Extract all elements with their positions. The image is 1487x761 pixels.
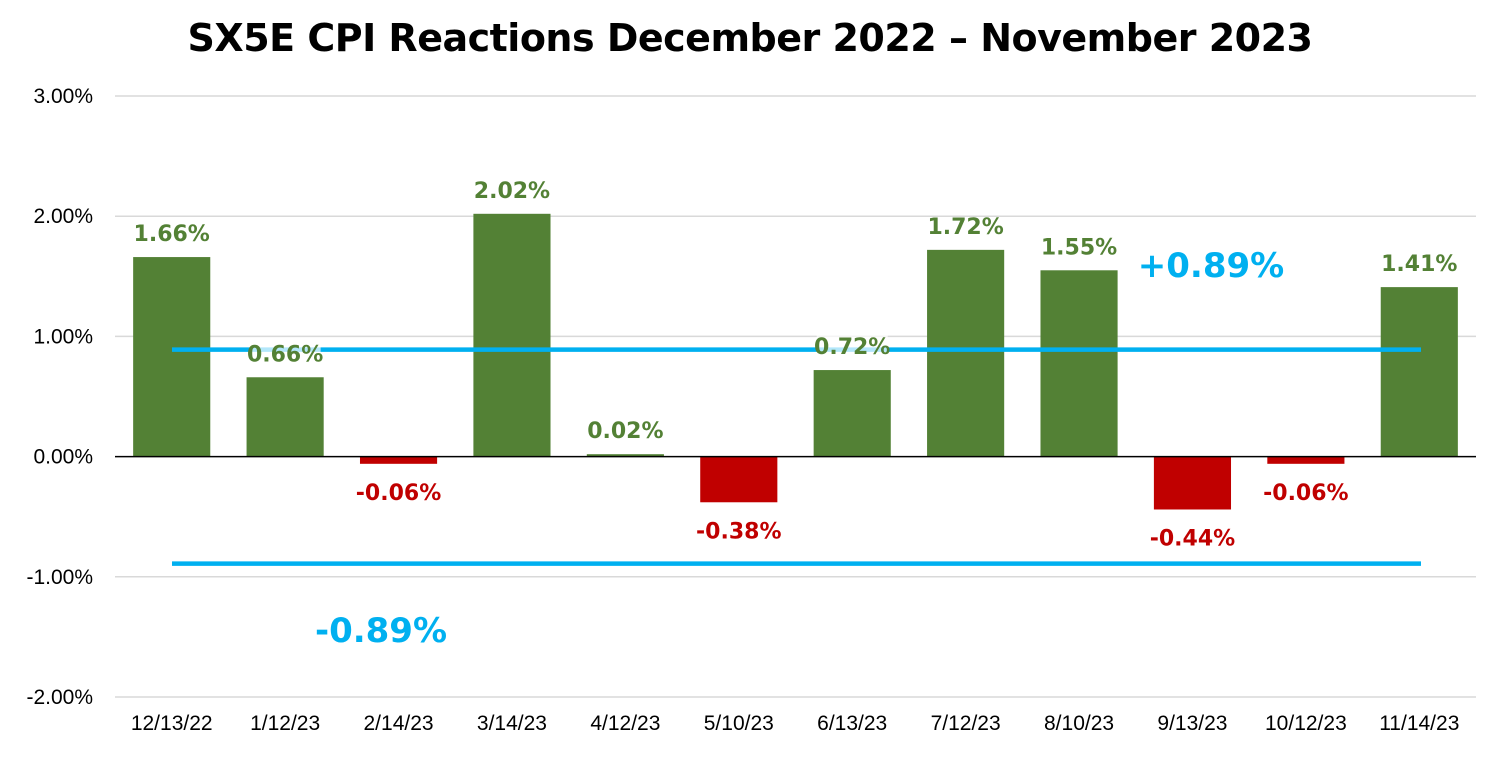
- bar: [1040, 270, 1118, 457]
- y-tick-label: 1.00%: [33, 325, 93, 348]
- data-label: 1.66%: [134, 222, 210, 247]
- data-label: 2.02%: [474, 179, 550, 204]
- y-tick-label: 2.00%: [33, 205, 93, 228]
- bar: [927, 249, 1005, 457]
- x-tick-label: 7/12/23: [931, 712, 1001, 735]
- y-tick-label: -2.00%: [26, 686, 93, 709]
- upper-band-label: +0.89%: [1138, 246, 1284, 286]
- reference-lines: [172, 347, 1421, 566]
- x-tick-label: 8/10/23: [1044, 712, 1114, 735]
- x-tick-label: 9/13/23: [1157, 712, 1227, 735]
- data-label: -0.38%: [696, 519, 781, 544]
- data-label: 0.02%: [587, 419, 663, 444]
- data-label: -0.06%: [1263, 481, 1348, 506]
- x-tick-label: 4/12/23: [590, 712, 660, 735]
- data-label: 1.72%: [927, 215, 1003, 240]
- data-label: -0.44%: [1150, 526, 1235, 551]
- data-labels: +0.89% -0.89% 1.66% 0.66% -0.06% 2.02% 0.02% -0…: [134, 179, 1458, 651]
- data-label: 0.66%: [247, 342, 323, 367]
- bar: [813, 370, 891, 457]
- data-label: 1.55%: [1041, 235, 1117, 260]
- lower-band-label: -0.89%: [315, 611, 447, 651]
- x-tick-label: 12/13/22: [131, 712, 213, 735]
- chart-title: SX5E CPI Reactions December 2022 – Novem…: [187, 16, 1313, 60]
- x-tick-label: 2/14/23: [364, 712, 434, 735]
- bars: [133, 213, 1458, 510]
- bar: [700, 456, 778, 503]
- data-label: 0.72%: [814, 335, 890, 360]
- x-tick-label: 6/13/23: [817, 712, 887, 735]
- bar: [1267, 456, 1345, 464]
- y-tick-label: 3.00%: [33, 85, 93, 108]
- bar: [133, 257, 211, 457]
- bar: [1153, 456, 1232, 510]
- x-axis-ticks: 12/13/22 1/12/23 2/14/23 3/14/23 4/12/23 5/10…: [131, 712, 1460, 735]
- gridlines: [115, 95, 1476, 698]
- x-tick-label: 5/10/23: [704, 712, 774, 735]
- x-tick-label: 1/12/23: [250, 712, 320, 735]
- bar: [473, 213, 551, 457]
- bar: [246, 377, 324, 457]
- y-tick-label: 0.00%: [33, 446, 93, 469]
- data-label: 1.41%: [1381, 252, 1457, 277]
- label-background: [249, 340, 321, 368]
- bar: [359, 456, 438, 464]
- x-tick-label: 10/12/23: [1265, 712, 1347, 735]
- y-tick-label: -1.00%: [26, 566, 93, 589]
- bar: [586, 454, 664, 457]
- x-tick-label: 11/14/23: [1379, 712, 1459, 735]
- x-tick-label: 3/14/23: [477, 712, 547, 735]
- data-label: -0.06%: [356, 481, 441, 506]
- label-background: [816, 333, 888, 361]
- y-axis-ticks: 3.00% 2.00% 1.00% 0.00% -1.00% -2.00%: [26, 85, 93, 709]
- bar: [1380, 287, 1458, 457]
